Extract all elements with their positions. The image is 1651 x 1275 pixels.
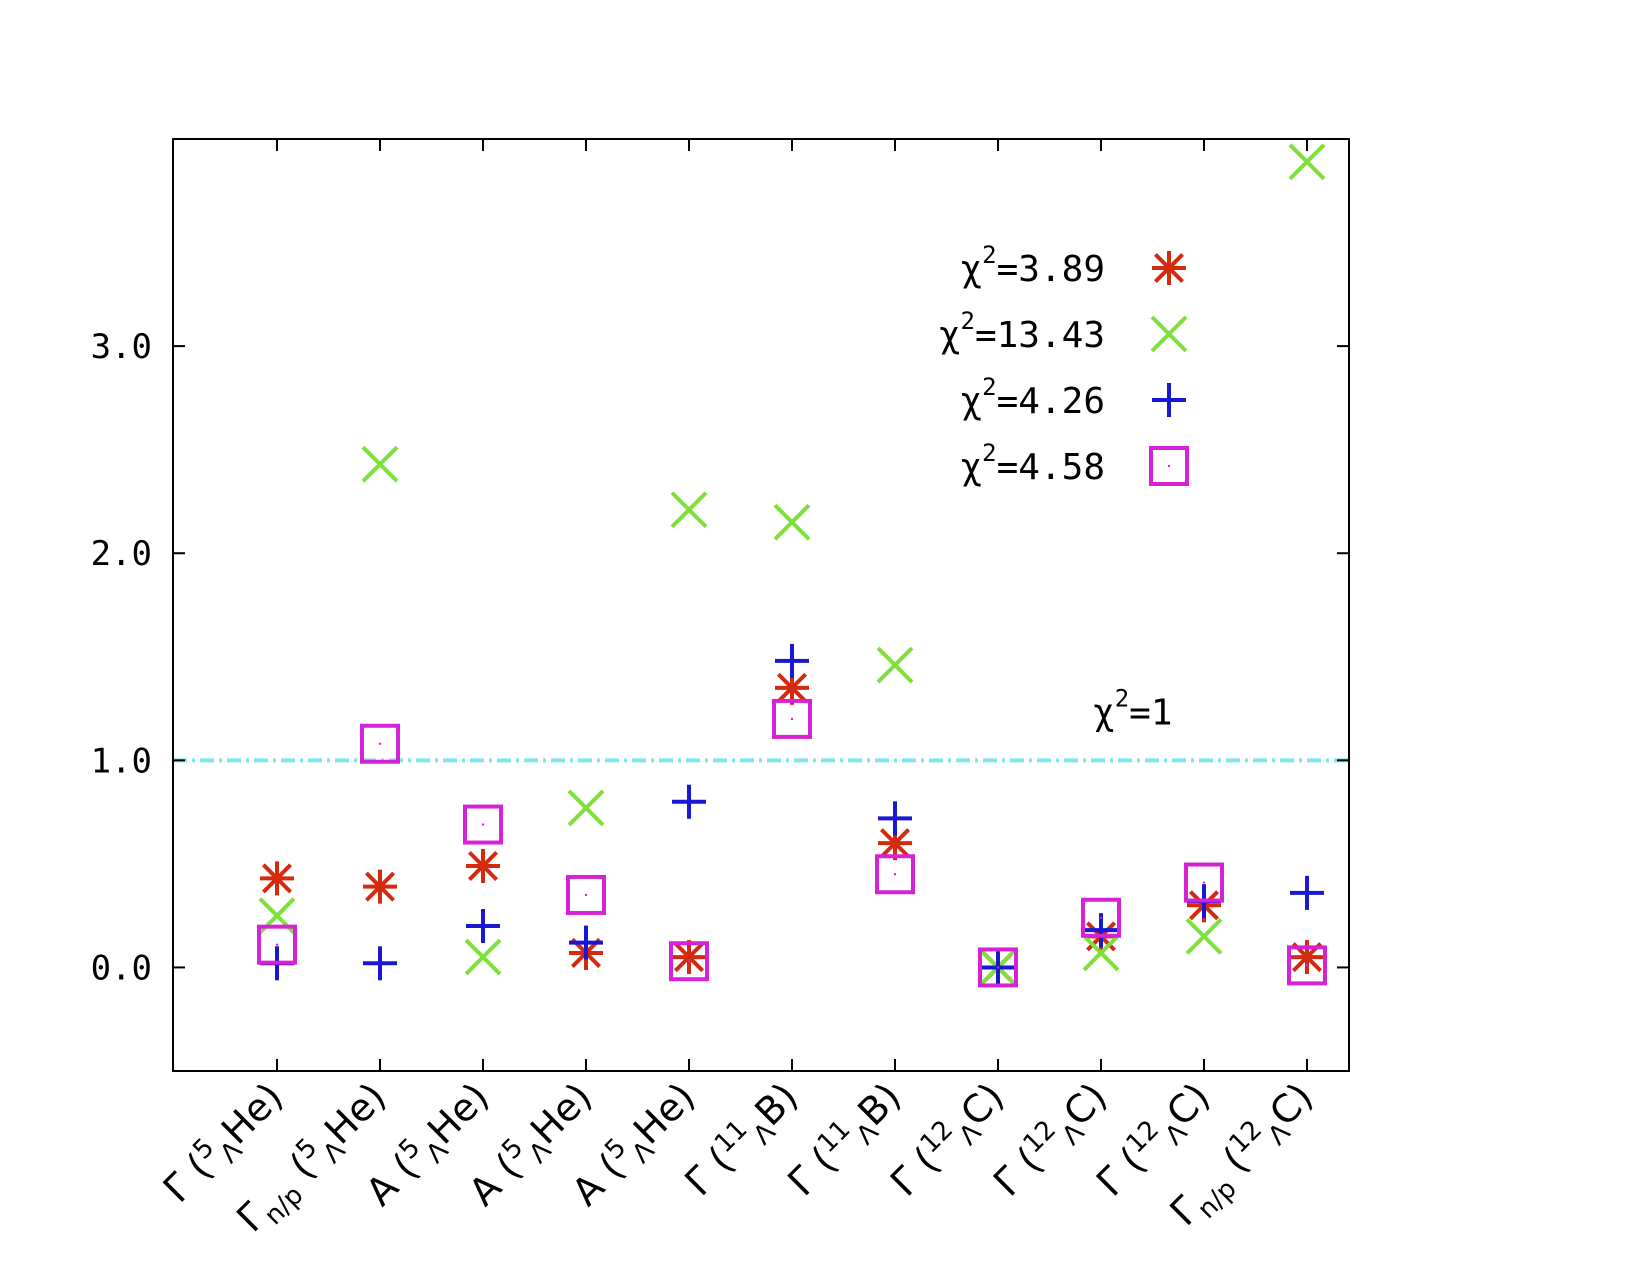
data-point (875, 854, 915, 895)
data-point (1287, 945, 1327, 986)
data-point (1185, 917, 1223, 955)
data-point (1290, 875, 1324, 910)
data-point (360, 723, 400, 764)
data-point (463, 804, 503, 845)
data-point (567, 789, 605, 827)
data-points (257, 143, 1327, 988)
legend-marker (1150, 315, 1188, 353)
legend-label: χ2=13.43 (939, 307, 1105, 356)
series-square (257, 698, 1327, 988)
data-point (876, 646, 914, 684)
data-point (669, 941, 709, 982)
data-point (1081, 897, 1121, 938)
data-point (466, 909, 500, 944)
plot-frame (172, 138, 1350, 1072)
data-point (772, 698, 812, 739)
data-point (773, 503, 811, 541)
data-point (672, 940, 706, 975)
legend-label: χ2=3.89 (960, 241, 1105, 290)
data-point (566, 874, 606, 915)
data-point (363, 946, 397, 981)
data-point (569, 925, 603, 960)
data-point (1184, 862, 1224, 903)
reference-line-label: χ2=1 (1093, 684, 1173, 733)
data-point (672, 784, 706, 819)
data-point (260, 861, 294, 896)
legend-marker (1152, 251, 1186, 285)
y-tick-label: 1.0 (91, 741, 152, 781)
legend: χ2=3.89 χ2=13.43 χ2=4.26 χ2=4.58 (939, 241, 1189, 488)
y-axis: 0.0 1.0 2.0 3.0 (91, 327, 1349, 988)
data-point (1290, 940, 1324, 975)
data-point (775, 643, 809, 678)
legend-label: χ2=4.26 (960, 373, 1105, 422)
data-point (878, 801, 912, 836)
data-point (361, 445, 399, 483)
data-point (363, 869, 397, 904)
data-point (466, 848, 500, 883)
data-point (670, 491, 708, 529)
y-tick-label: 2.0 (91, 534, 152, 574)
legend-label: χ2=4.58 (960, 439, 1105, 488)
legend-marker (1149, 446, 1189, 486)
data-point (257, 924, 297, 965)
data-point (464, 938, 502, 976)
y-tick-label: 0.0 (91, 948, 152, 988)
data-point (1082, 934, 1120, 972)
y-tick-label: 3.0 (91, 327, 152, 367)
plot-border (172, 138, 1350, 1072)
data-point (1288, 143, 1326, 181)
data-point (978, 947, 1018, 988)
legend-marker (1152, 383, 1186, 417)
